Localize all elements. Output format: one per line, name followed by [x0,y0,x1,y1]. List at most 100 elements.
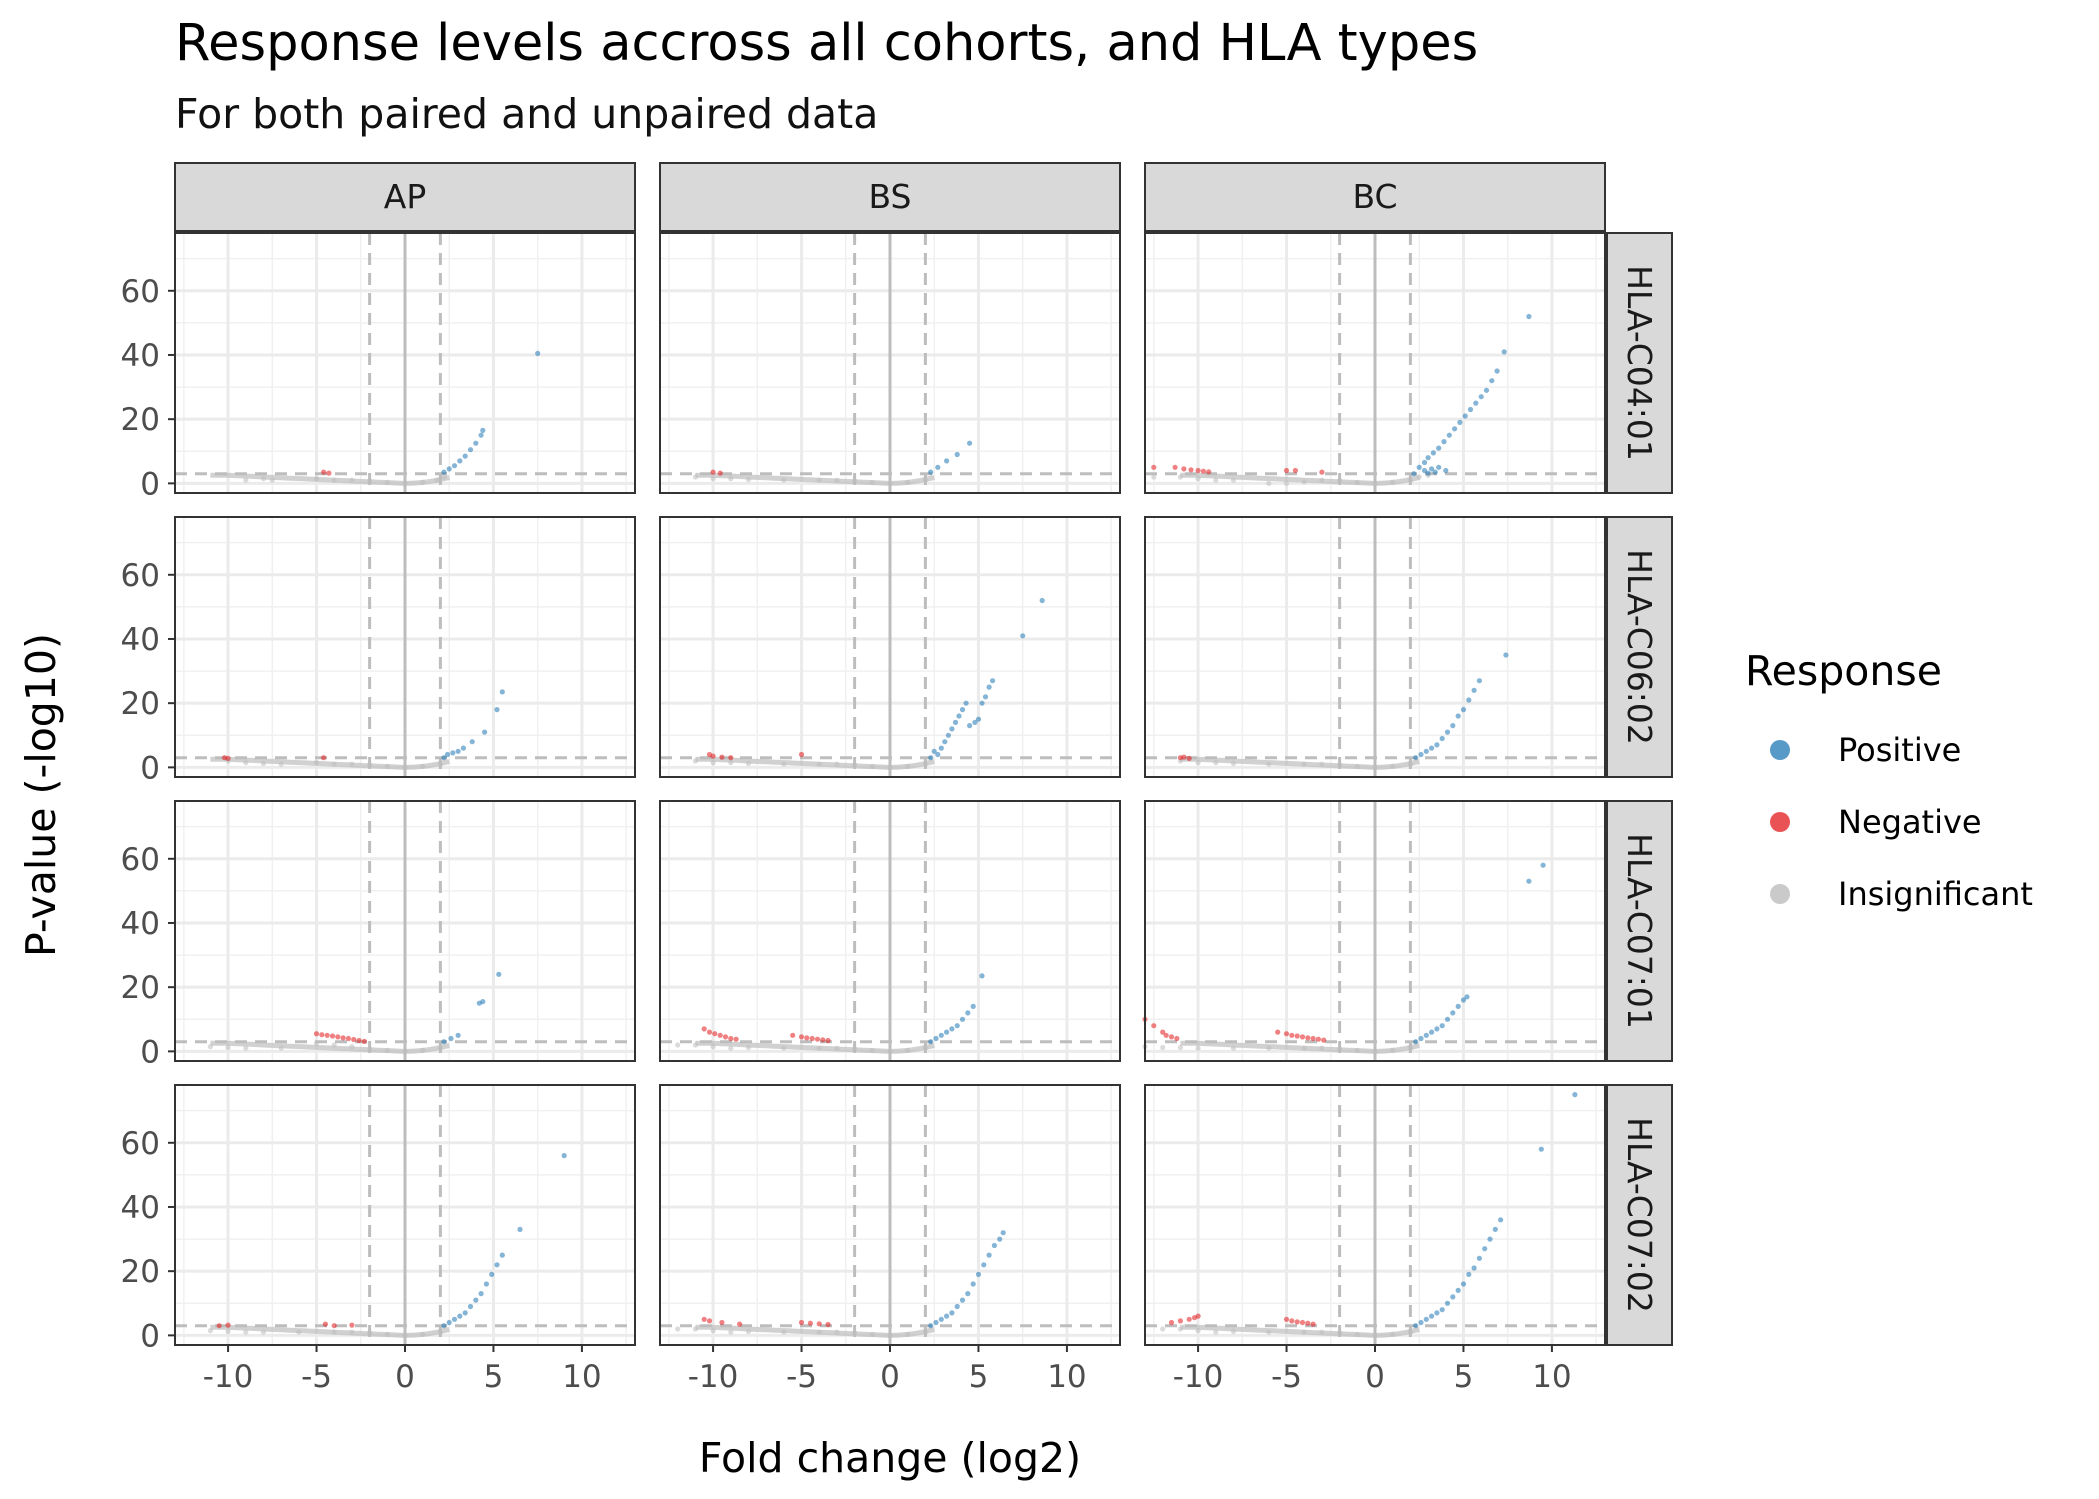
insignificant-point [1354,763,1360,770]
insignificant-point [816,1045,822,1051]
positive-point [517,1226,523,1232]
insignificant-point [420,763,426,770]
negative-point [1289,1032,1295,1038]
positive-point [478,1291,484,1297]
negative-point [804,1035,810,1041]
positive-point [1413,1323,1419,1329]
negative-point [798,1034,805,1040]
insignificant-point [834,1329,840,1335]
positive-point [1413,755,1419,761]
legend-item-insignificant: Insignificant [1770,875,2033,913]
negative-point [717,1032,723,1038]
positive-point [561,1153,567,1159]
insignificant-point [1213,477,1219,483]
insignificant-point [1337,1046,1343,1052]
negative-point [1163,1032,1169,1038]
insignificant-point [1372,480,1378,486]
insignificant-point [745,476,752,483]
panel-border [174,800,636,1062]
insignificant-point [349,1329,355,1335]
x-tick-label: -10 [1173,1359,1224,1395]
x-tick-label: -5 [1271,1359,1302,1395]
negative-point [1181,754,1187,760]
positive-point [956,713,962,719]
negative-point [712,1031,718,1037]
positive-point [1471,687,1477,693]
insignificant-point [278,1045,284,1051]
panel-border [1144,516,1606,778]
negative-point [814,1036,821,1042]
positive-point [1450,1294,1456,1300]
insignificant-point [420,1047,426,1053]
negative-point [1283,1316,1290,1322]
legend-key [1770,884,1790,904]
insignificant-point [331,477,337,483]
insignificant-point [745,760,752,767]
panel-border [659,232,1121,494]
insignificant-point [243,1329,249,1335]
negative-point [1177,1318,1183,1324]
insignificant-point [1372,764,1378,771]
positive-point [970,1003,976,1010]
negative-point [1195,1313,1201,1319]
insignificant-point [1407,761,1413,767]
insignificant-point [260,760,267,767]
positive-point [1538,1146,1544,1152]
insignificant-point [852,478,858,484]
insignificant-point [243,1045,249,1051]
positive-point [933,1319,939,1326]
insignificant-point [367,1046,373,1052]
row-strip-HLA-C06:02: HLA-C06:02 [1606,516,1673,778]
positive-point [441,1039,447,1045]
strip-background [1606,232,1673,494]
legend-label: Insignificant [1838,875,2033,913]
positive-point [1482,1246,1488,1252]
insignificant-point [269,477,275,483]
strip-background [1144,162,1606,232]
insignificant-point [1230,760,1237,767]
negative-point [1275,1029,1281,1035]
negative-point [1160,1029,1166,1035]
y-tick-label: 20 [121,970,160,1006]
insignificant-point [781,761,787,767]
insignificant-point [692,1042,699,1048]
y-tick-label: 20 [121,402,160,438]
insignificant-point [905,763,911,770]
insignificant-point [1301,761,1307,767]
negative-point [1151,464,1157,470]
positive-point [499,1252,505,1258]
positive-point [1489,378,1495,384]
column-strip-AP: AP [174,162,636,232]
negative-point [1294,1319,1300,1325]
insignificant-point [1407,477,1413,483]
positive-point [1501,349,1507,355]
positive-point [1494,368,1500,374]
positive-point [1425,455,1431,461]
positive-point [1430,450,1436,456]
insignificant-point [692,1326,699,1332]
positive-point [1462,413,1468,419]
positive-point [535,350,541,356]
insignificant-point [816,1329,822,1335]
positive-point [441,1323,447,1329]
strip-background [1606,800,1673,1062]
positive-point [997,1236,1003,1242]
insignificant-point [331,1329,337,1335]
insignificant-point [243,477,249,483]
positive-point [944,458,950,464]
negative-point [807,1320,814,1326]
column-strip-BS: BS [659,162,1121,232]
positive-point [480,999,486,1005]
chart-subtitle: For both paired and unpaired data [175,90,878,138]
positive-point [1572,1092,1578,1098]
negative-point [1294,1033,1300,1039]
positive-point [949,1310,955,1316]
insignificant-point [834,1045,840,1051]
positive-point [935,751,941,758]
negative-point [1305,1320,1311,1326]
negative-point [321,469,327,475]
positive-point [1446,432,1452,438]
insignificant-point [905,1047,911,1053]
panel-BC-HLA-C07:01 [1142,800,1606,1062]
insignificant-band [1180,1040,1420,1054]
